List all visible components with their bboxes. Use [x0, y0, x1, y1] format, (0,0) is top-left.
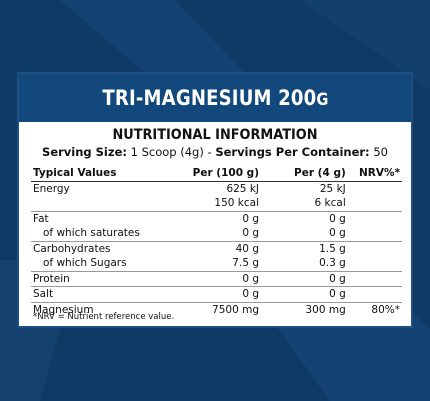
row-label: of which Sugars — [43, 257, 127, 269]
row-per-4g: 1.5 g — [261, 240, 348, 256]
table-row: Magnesium 7500 mg 300 mg 80%* — [31, 301, 402, 317]
row-nrv — [348, 226, 402, 241]
row-per-4g: 0 g — [329, 227, 346, 239]
servings-per-container-label: Servings Per Container: — [215, 145, 370, 159]
row-per-4g: 6 kcal — [314, 197, 346, 209]
row-nrv — [348, 196, 402, 211]
row-per-4g: 25 kJ — [319, 182, 346, 195]
header-per-4g: Per (4 g) — [261, 166, 348, 182]
nutrition-label: TRI-MAGNESIUM 200G NUTRITIONAL INFORMATI… — [17, 72, 413, 328]
row-nrv — [348, 256, 402, 271]
header-nrv: NRV%* — [347, 166, 402, 182]
product-name: TRI-MAGNESIUM — [101, 86, 272, 110]
nrv-footnote: *NRV = Nutrient reference value. — [33, 312, 175, 322]
product-unit: G — [315, 90, 329, 110]
row-label: Carbohydrates — [31, 240, 180, 256]
table-row: Salt 0 g 0 g — [31, 286, 402, 302]
row-label: Salt — [31, 286, 180, 302]
row-nrv — [347, 286, 402, 302]
row-per-4g: 0.3 g — [319, 257, 346, 269]
section-heading: NUTRITIONAL INFORMATION — [112, 127, 318, 143]
row-per-4g: 300 mg — [261, 301, 348, 317]
table-row: of which saturates 0 g 0 g — [31, 226, 402, 241]
row-label: Protein — [31, 270, 180, 287]
row-nrv — [348, 181, 402, 196]
row-nrv — [347, 270, 402, 287]
row-per-4g: 0 g — [261, 210, 348, 226]
table-row: Carbohydrates 40 g 1.5 g — [31, 240, 402, 256]
table-row: Protein 0 g 0 g — [31, 270, 402, 287]
row-nrv — [347, 240, 402, 256]
product-title: TRI-MAGNESIUM 200G — [102, 86, 328, 110]
row-per-4g: 0 g — [261, 286, 348, 302]
row-nrv — [347, 210, 402, 226]
row-label: Fat — [31, 210, 180, 226]
serving-size-label: Serving Size: — [42, 145, 127, 159]
table-row: Fat 0 g 0 g — [31, 210, 402, 226]
row-nrv: 80%* — [347, 301, 402, 317]
table-row: Energy 625 kJ 25 kJ — [31, 181, 402, 196]
row-per-100g: 625 kJ — [226, 182, 259, 195]
product-amount: 200 — [277, 86, 316, 110]
row-label: Energy — [33, 182, 70, 195]
row-per-100g: 150 kcal — [214, 197, 259, 209]
serving-info: Serving Size: 1 Scoop (4g) - Servings Pe… — [19, 145, 411, 159]
row-per-100g: 0 g — [179, 286, 261, 302]
table-row: of which Sugars 7.5 g 0.3 g — [31, 256, 402, 271]
table-row: 150 kcal 6 kcal — [31, 196, 402, 211]
row-label: Magnesium — [31, 301, 180, 317]
serving-separator: - — [207, 145, 212, 159]
product-banner: TRI-MAGNESIUM 200G — [19, 74, 411, 122]
row-per-100g: 0 g — [179, 210, 261, 226]
row-per-100g: 0 g — [179, 270, 261, 287]
servings-per-container-value: 50 — [373, 145, 388, 159]
header-per-100g: Per (100 g) — [179, 166, 261, 182]
row-label: of which saturates — [43, 227, 140, 239]
nutrition-table: Typical Values Per (100 g) Per (4 g) NRV… — [31, 166, 402, 317]
row-per-100g: 7500 mg — [179, 301, 261, 317]
serving-size-value: 1 Scoop (4g) — [130, 145, 204, 159]
row-per-100g: 0 g — [242, 227, 259, 239]
table-header-row: Typical Values Per (100 g) Per (4 g) NRV… — [31, 166, 402, 182]
row-per-100g: 40 g — [179, 240, 261, 256]
header-typical-values: Typical Values — [31, 166, 180, 182]
row-label — [31, 196, 179, 211]
row-per-100g: 7.5 g — [232, 257, 259, 269]
row-per-4g: 0 g — [261, 270, 348, 287]
